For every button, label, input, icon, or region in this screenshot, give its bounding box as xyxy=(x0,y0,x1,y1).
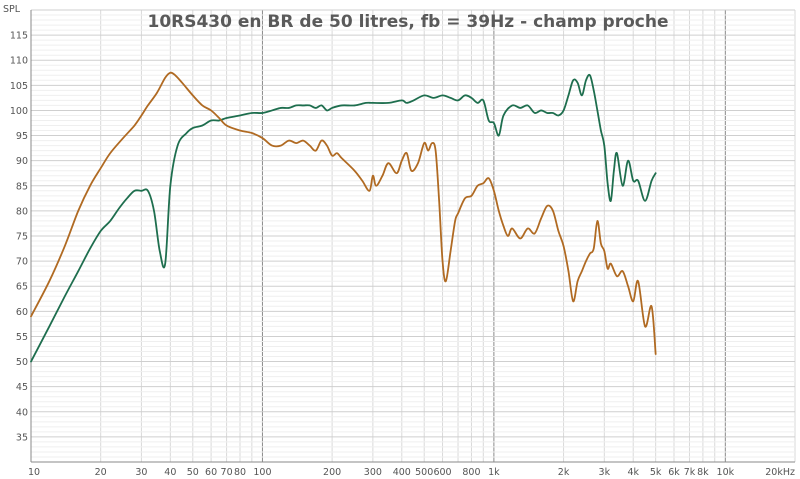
y-tick-label: 85 xyxy=(16,181,28,192)
x-tick-label: 6k xyxy=(668,467,680,478)
x-tick-labels: 10 20 30 40 50 60 70 80 100 200 300 400 500 600 800 1k 2… xyxy=(28,467,795,478)
x-tick-label: 80 xyxy=(234,467,246,478)
y-tick-labels: 35 40 45 50 55 60 65 70 75 80 85 90 95 100 105 110 115 xyxy=(10,31,28,444)
y-tick-label: 100 xyxy=(10,106,28,117)
y-tick-label: 60 xyxy=(16,307,28,318)
x-tick-label: 20kHz xyxy=(765,467,795,478)
x-tick-label: 2k xyxy=(558,467,570,478)
x-tick-label: 10 xyxy=(28,467,40,478)
x-tick-label: 1k xyxy=(488,467,500,478)
y-tick-label: 105 xyxy=(10,81,28,92)
y-tick-label: 65 xyxy=(16,282,28,293)
y-tick-label: 50 xyxy=(16,357,28,368)
x-tick-label: 70 xyxy=(221,467,233,478)
x-tick-label: 8k xyxy=(697,467,709,478)
y-tick-label: 80 xyxy=(16,206,28,217)
grid xyxy=(30,9,796,463)
y-tick-label: 115 xyxy=(10,31,28,42)
axes xyxy=(30,10,795,463)
x-tick-label: 50 xyxy=(187,467,199,478)
x-tick-label: 600 xyxy=(433,467,451,478)
y-tick-label: 45 xyxy=(16,382,28,393)
y-tick-label: 90 xyxy=(16,156,28,167)
x-tick-label: 40 xyxy=(164,467,176,478)
x-tick-label: 4k xyxy=(627,467,639,478)
series-line-orange xyxy=(30,71,657,355)
series-lines xyxy=(30,71,657,363)
y-tick-label: 95 xyxy=(16,131,28,142)
x-tick-label: 5k xyxy=(650,467,662,478)
y-tick-label: 55 xyxy=(16,332,28,343)
y-tick-label: 110 xyxy=(10,56,28,67)
x-tick-label: 30 xyxy=(135,467,147,478)
x-tick-label: 300 xyxy=(364,467,382,478)
y-tick-label: 70 xyxy=(16,257,28,268)
x-tick-label: 100 xyxy=(253,467,271,478)
chart-title: 10RS430 en BR de 50 litres, fb = 39Hz - … xyxy=(147,12,668,32)
y-axis-label: SPL xyxy=(3,4,21,15)
y-tick-label: 75 xyxy=(16,232,28,243)
x-tick-label: 7k xyxy=(684,467,696,478)
x-tick-label: 60 xyxy=(205,467,217,478)
x-tick-label: 500 xyxy=(415,467,433,478)
x-tick-label: 10k xyxy=(717,467,735,478)
x-tick-label: 800 xyxy=(462,467,480,478)
x-tick-label: 200 xyxy=(323,467,341,478)
x-tick-label: 20 xyxy=(95,467,107,478)
y-tick-label: 40 xyxy=(16,407,28,418)
y-tick-label: 35 xyxy=(16,432,28,443)
x-tick-label: 3k xyxy=(599,467,611,478)
x-tick-label: 400 xyxy=(393,467,411,478)
series-line-green xyxy=(30,73,657,363)
